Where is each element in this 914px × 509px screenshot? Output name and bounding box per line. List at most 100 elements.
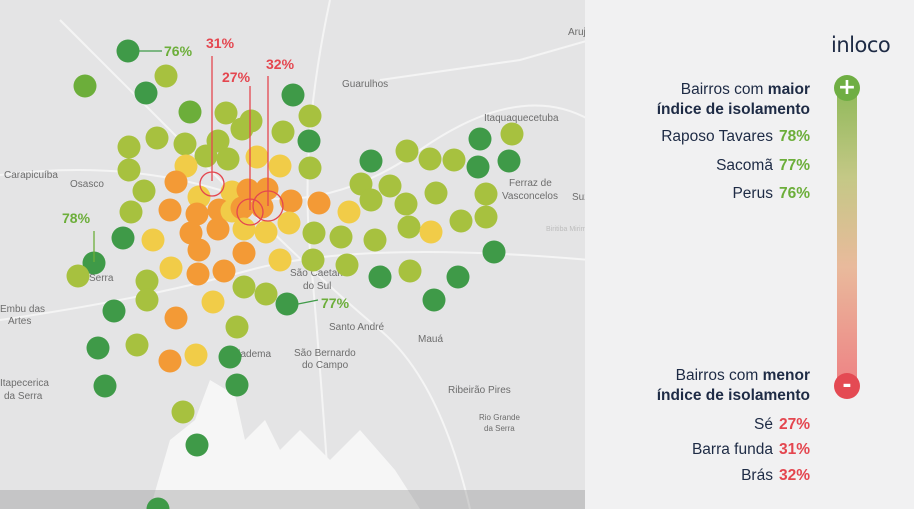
neighborhood-dot (281, 83, 305, 107)
neighborhood-dot (245, 145, 269, 169)
min-heading-emphasis: menor (762, 367, 810, 384)
neighborhood-name: Sacomã (716, 157, 773, 174)
neighborhood-dot (187, 185, 211, 209)
map-place-label: Itapecerica (0, 378, 49, 389)
neighborhood-dot (164, 306, 188, 330)
inloco-logo: inloco (831, 33, 891, 57)
neighborhood-dot (363, 228, 387, 252)
plus-icon: + (834, 75, 860, 101)
neighborhood-dot (297, 129, 321, 153)
neighborhood-dot (335, 253, 359, 277)
map-place-label: Mauá (418, 334, 443, 345)
neighborhood-dot (236, 178, 260, 202)
legend-panel (585, 0, 914, 509)
neighborhood-dot (134, 81, 158, 105)
minus-icon: - (834, 373, 860, 399)
callout-bras: 32% (266, 56, 295, 72)
map-place-label: Osasco (70, 179, 104, 190)
neighborhood-value: 32% (778, 467, 810, 484)
neighborhood-dot (279, 189, 303, 213)
neighborhood-dot (145, 126, 169, 150)
max-heading-text: Bairros com (680, 81, 768, 98)
neighborhood-dot (178, 100, 202, 124)
neighborhood-dot (158, 349, 182, 373)
neighborhood-dot (500, 122, 524, 146)
neighborhood-dot (424, 181, 448, 205)
bottom-neighborhood-row: Sé 27% (754, 416, 810, 434)
neighborhood-dot (254, 282, 278, 306)
neighborhood-dot (141, 228, 165, 252)
neighborhood-value: 76% (778, 185, 810, 202)
callout-barra-funda: 31% (206, 35, 235, 51)
neighborhood-dot (117, 158, 141, 182)
top-neighborhood-row: Sacomã 77% (716, 157, 810, 175)
map-place-label: Ferraz de (509, 178, 552, 189)
neighborhood-dot (119, 200, 143, 224)
isolation-gradient-scale (837, 88, 857, 386)
neighborhood-dot (230, 196, 254, 220)
neighborhood-dot (82, 251, 106, 275)
map-place-label: Serra (89, 273, 114, 284)
neighborhood-dot (268, 248, 292, 272)
neighborhood-dot (201, 290, 225, 314)
neighborhood-dot (93, 374, 117, 398)
neighborhood-dot (254, 220, 278, 244)
bottom-neighborhood-row: Brás 32% (741, 467, 810, 485)
neighborhood-dot (159, 256, 183, 280)
callout-raposo-tavares: 78% (62, 210, 91, 226)
neighborhood-dot (329, 225, 353, 249)
map-place-label: São Bernardo (294, 348, 356, 359)
neighborhood-dot (102, 299, 126, 323)
neighborhood-dot (135, 269, 159, 293)
neighborhood-dot (397, 215, 421, 239)
map-place-label: da Serra (4, 391, 43, 402)
neighborhood-dot (337, 200, 361, 224)
neighborhood-dot (275, 292, 299, 316)
neighborhood-dot (135, 288, 159, 312)
neighborhood-name: Brás (741, 467, 773, 484)
neighborhood-name: Perus (732, 185, 773, 202)
neighborhood-dot (186, 262, 210, 286)
neighborhood-dot (474, 205, 498, 229)
map-place-label: do Sul (303, 281, 331, 292)
neighborhood-dot (164, 170, 188, 194)
neighborhood-dot (301, 248, 325, 272)
neighborhood-dot (442, 148, 466, 172)
neighborhood-dot (146, 497, 170, 509)
callout-perus: 76% (164, 43, 193, 59)
callout-sacoma: 77% (321, 295, 350, 311)
neighborhood-name: Raposo Tavares (661, 128, 773, 145)
neighborhood-dot (468, 127, 492, 151)
neighborhood-dot (185, 433, 209, 457)
neighborhood-dot (216, 147, 240, 171)
neighborhood-dot (418, 147, 442, 171)
min-heading-text: Bairros com (675, 367, 763, 384)
neighborhood-dot (394, 192, 418, 216)
neighborhood-dot (446, 265, 470, 289)
map-place-label: do Campo (302, 360, 349, 371)
neighborhood-dot (158, 198, 182, 222)
top-neighborhood-row: Perus 76% (732, 185, 810, 203)
neighborhood-value: 27% (778, 416, 810, 433)
neighborhood-dot (255, 177, 279, 201)
map-place-label: Artes (8, 316, 31, 327)
neighborhood-dot (419, 220, 443, 244)
map-place-label: Vasconcelos (502, 191, 558, 202)
bottom-neighborhood-row: Barra funda 31% (692, 441, 810, 459)
neighborhood-dot (474, 182, 498, 206)
map-place-label: Diadema (231, 349, 271, 360)
map-place-label: Santo André (329, 322, 384, 333)
neighborhood-dot (230, 117, 254, 141)
neighborhood-dot (378, 174, 402, 198)
map-place-label: Ribeirão Pires (448, 385, 511, 396)
map-place-label: Embu das (0, 304, 45, 315)
top-neighborhood-row: Raposo Tavares 78% (661, 128, 810, 146)
neighborhood-dot (173, 132, 197, 156)
map-place-label: Biritiba Mirim (546, 226, 587, 233)
neighborhood-dot (232, 217, 256, 241)
map-place-label: Guarulhos (342, 79, 388, 90)
neighborhood-dot (111, 226, 135, 250)
neighborhood-dot (185, 202, 209, 226)
neighborhood-dot (398, 259, 422, 283)
neighborhood-value: 78% (778, 128, 810, 145)
